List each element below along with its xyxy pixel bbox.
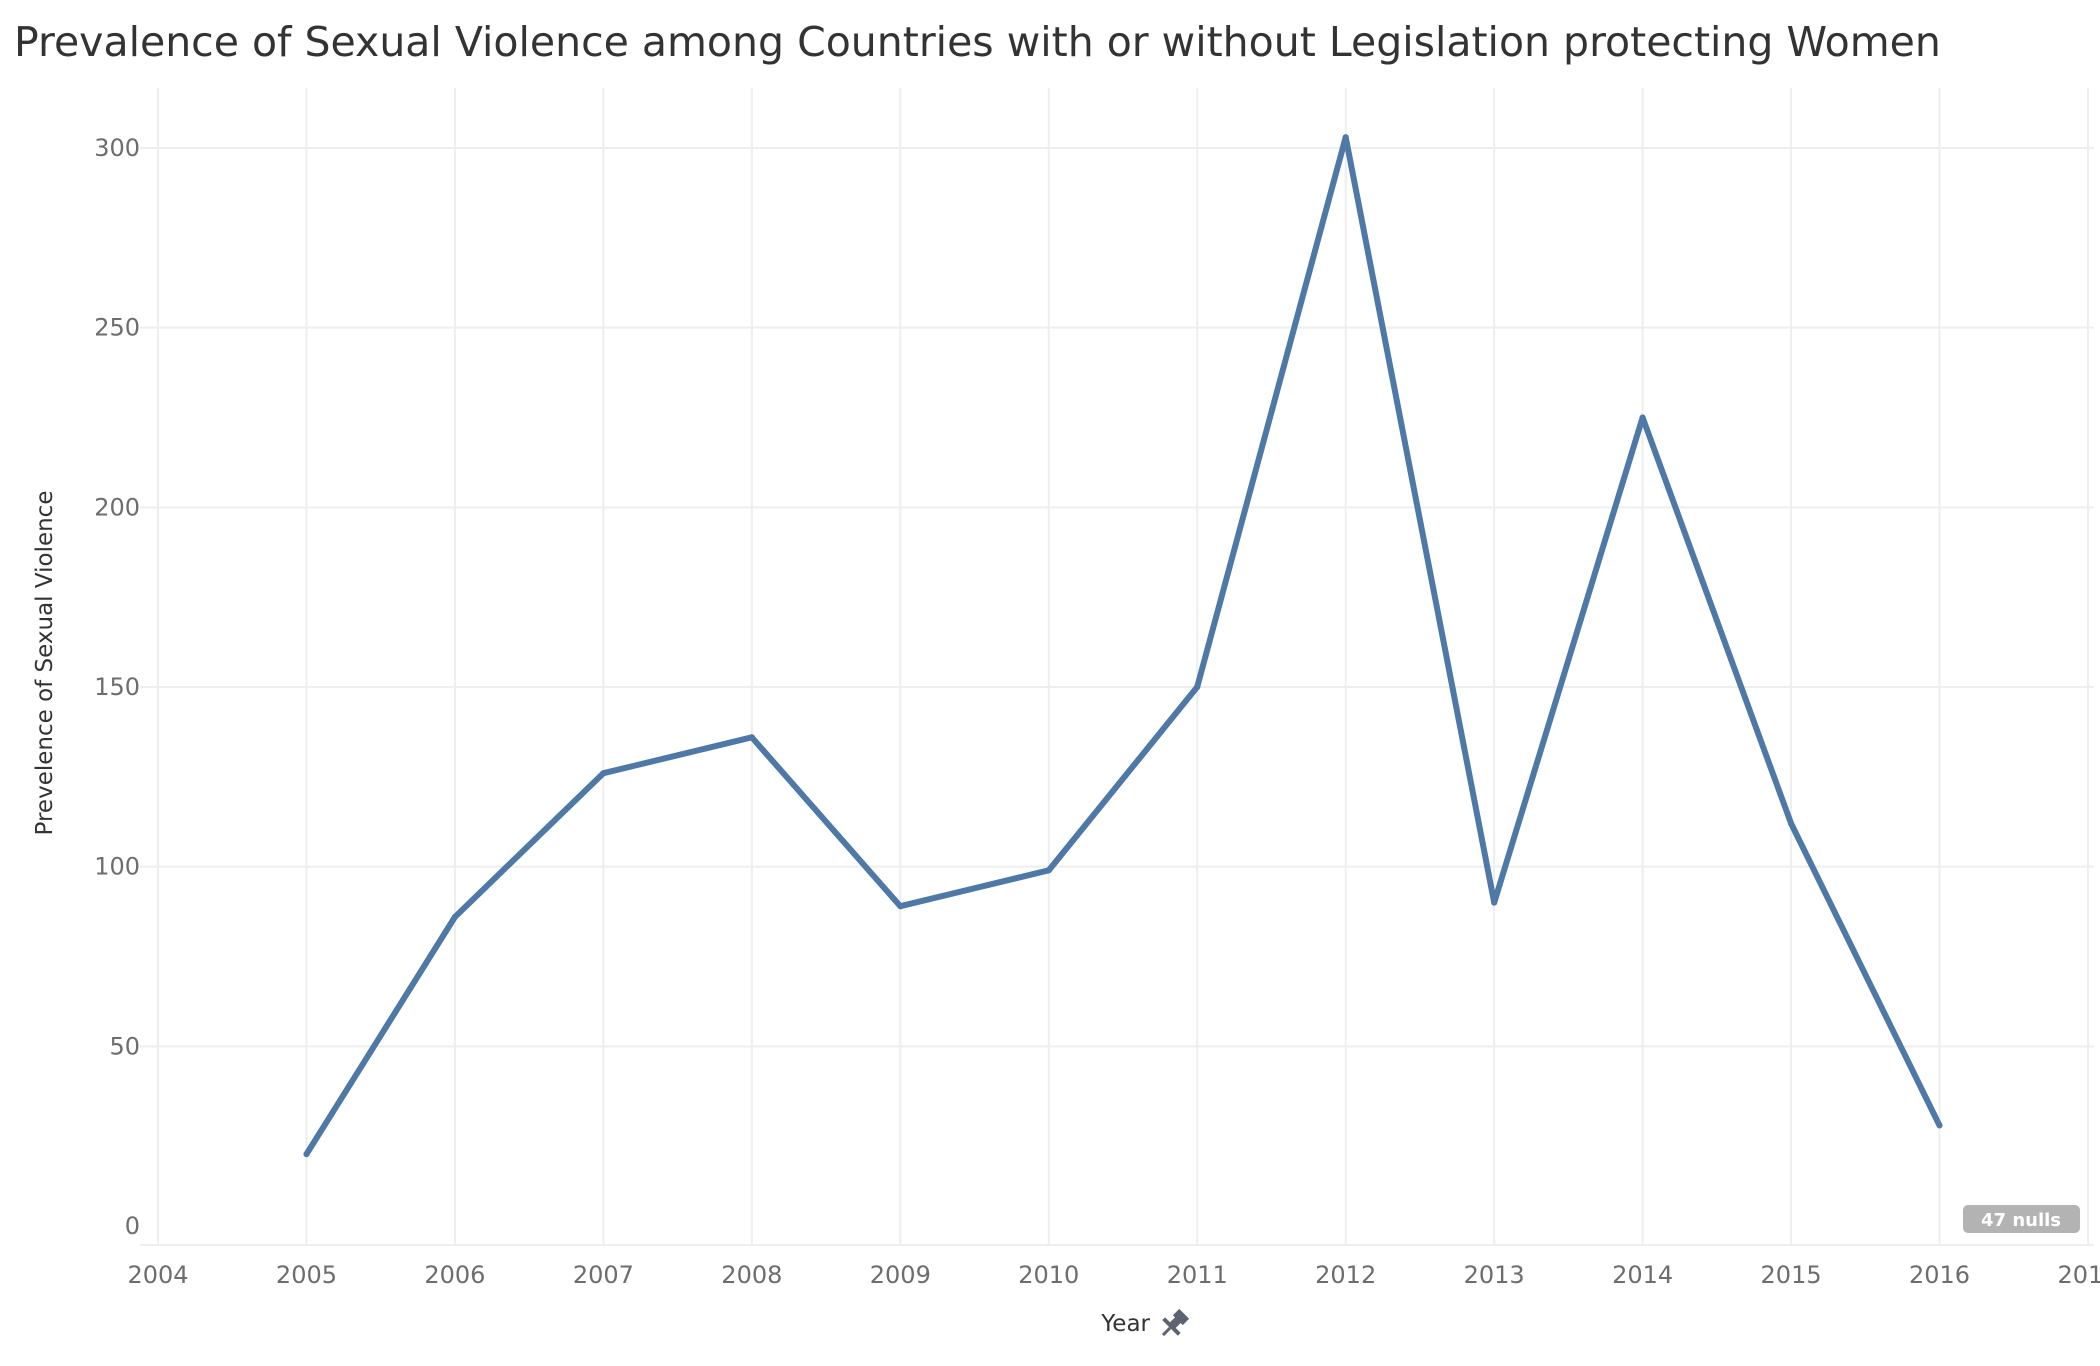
data-point[interactable]: [600, 770, 607, 777]
y-tick-label: 0: [125, 1212, 140, 1240]
x-tick-label: 2008: [721, 1261, 782, 1289]
y-axis-title: Prevelence of Sexual Violence: [32, 491, 58, 836]
x-tick-label: 2009: [870, 1261, 931, 1289]
series-line[interactable]: [303, 134, 1943, 1158]
data-point[interactable]: [303, 1151, 310, 1158]
null-indicator-text: 47 nulls: [1981, 1210, 2061, 1231]
x-axis-ticks: 2004 2005 2006 2007 2008 2009 2010 2011 2012 2013…: [127, 1261, 2100, 1289]
x-tick-label: 2011: [1167, 1261, 1228, 1289]
x-tick-label: 2005: [276, 1261, 337, 1289]
data-point[interactable]: [1194, 684, 1201, 690]
x-tick-label: 2010: [1018, 1261, 1079, 1289]
y-tick-label: 200: [94, 493, 140, 521]
data-point[interactable]: [1491, 899, 1498, 906]
gridlines: [140, 88, 2094, 1246]
data-point[interactable]: [897, 903, 904, 910]
x-tick-label: 2012: [1315, 1261, 1376, 1289]
series-layer: [303, 134, 1943, 1158]
y-tick-label: 150: [94, 673, 140, 701]
data-point[interactable]: [748, 734, 755, 741]
data-point[interactable]: [1639, 414, 1646, 421]
data-point[interactable]: [1936, 1122, 1943, 1129]
y-tick-label: 300: [94, 134, 140, 162]
chart-title: Prevalence of Sexual Violence among Coun…: [14, 18, 1941, 66]
x-axis-title: Year: [1100, 1311, 1150, 1337]
null-indicator[interactable]: 47 nulls: [1963, 1205, 2080, 1233]
data-point[interactable]: [1045, 867, 1052, 874]
x-tick-label: 2014: [1612, 1261, 1673, 1289]
y-tick-label: 250: [94, 314, 140, 342]
data-point[interactable]: [1342, 134, 1349, 141]
y-tick-label: 100: [94, 853, 140, 881]
pin-icon[interactable]: [1155, 1306, 1192, 1343]
x-tick-label: 2015: [1761, 1261, 1822, 1289]
x-tick-label: 2016: [1909, 1261, 1970, 1289]
data-point[interactable]: [451, 913, 458, 920]
x-tick-label: 2017: [2057, 1261, 2100, 1289]
y-tick-label: 50: [109, 1032, 140, 1060]
data-point[interactable]: [1788, 820, 1795, 827]
y-axis-ticks: 0 50 100 150 200 250 300: [94, 134, 140, 1240]
x-tick-label: 2004: [127, 1261, 188, 1289]
x-tick-label: 2013: [1464, 1261, 1525, 1289]
x-tick-label: 2007: [573, 1261, 634, 1289]
x-tick-label: 2006: [424, 1261, 485, 1289]
